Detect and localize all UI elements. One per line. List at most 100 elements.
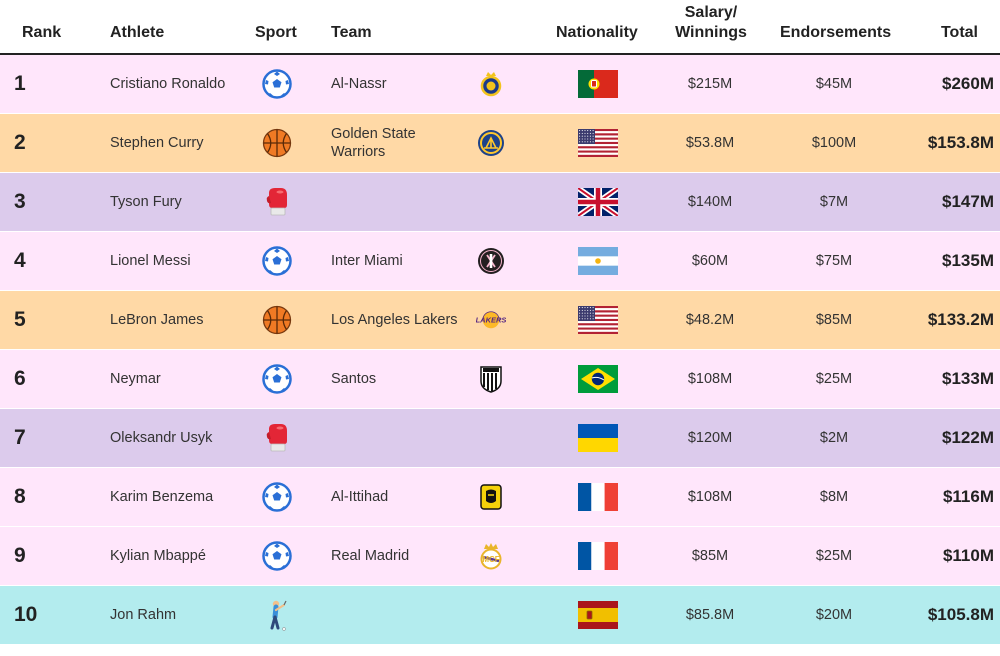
rank-cell: 5 (14, 308, 26, 331)
athlete-name[interactable]: Cristiano Ronaldo (110, 55, 240, 113)
soccer-icon (262, 468, 292, 526)
table-row[interactable]: 7 Oleksandr Usyk $120M $2M $122M (0, 409, 1000, 468)
athlete-name-text: Jon Rahm (110, 607, 177, 623)
table-row[interactable]: 6 Neymar Santos $108M $25M $133M (0, 350, 1000, 409)
salary-cell: $85M (691, 548, 729, 564)
team-name: Al-Nassr (331, 55, 461, 113)
athlete-name[interactable]: LeBron James (110, 291, 240, 349)
inter-miami-logo (476, 232, 506, 290)
athlete-name-text: Lionel Messi (110, 253, 191, 269)
endorsements-cell: $100M (811, 135, 857, 151)
header-total[interactable]: Total (940, 24, 978, 41)
rank-cell: 2 (14, 131, 26, 154)
team-name (331, 409, 461, 467)
team-name: Real Madrid (331, 527, 461, 585)
basketball-icon (262, 291, 292, 349)
endorsements-cell: $75M (815, 253, 853, 269)
al-nassr-logo (476, 55, 506, 113)
usa-flag (578, 291, 618, 349)
endorsements-cell: $20M (815, 607, 853, 623)
france-flag (578, 468, 618, 526)
athlete-name-text: Neymar (110, 371, 161, 387)
al-ittihad-logo (476, 468, 506, 526)
header-sport[interactable]: Sport (255, 24, 297, 41)
golfer-icon (262, 586, 292, 644)
total-cell: $105.8M (927, 605, 994, 624)
athlete-name[interactable]: Neymar (110, 350, 240, 408)
real-madrid-logo: MCF (476, 527, 506, 585)
salary-cell: $140M (687, 194, 733, 210)
table-row[interactable]: 5 LeBron James Los Angeles Lakers LAKERS… (0, 291, 1000, 350)
rank-cell: 10 (14, 603, 38, 626)
team-name-text: Los Angeles Lakers (331, 312, 458, 328)
header-rank[interactable]: Rank (22, 24, 62, 41)
team-name: Golden State Warriors (331, 114, 461, 172)
athlete-name-text: Oleksandr Usyk (110, 430, 213, 446)
total-cell: $147M (942, 192, 994, 211)
salary-cell: $108M (687, 371, 733, 387)
team-name-text: Al-Nassr (331, 76, 387, 92)
salary-cell: $48.2M (685, 312, 735, 328)
header-team[interactable]: Team (331, 24, 372, 41)
athlete-name[interactable]: Kylian Mbappé (110, 527, 240, 585)
total-cell: $135M (942, 251, 994, 270)
team-name: Los Angeles Lakers (331, 291, 461, 349)
athlete-name[interactable]: Stephen Curry (110, 114, 240, 172)
team-name: Santos (331, 350, 461, 408)
table-row[interactable]: 9 Kylian Mbappé Real Madrid MCF $85M $25… (0, 527, 1000, 586)
header-salary-line2: Winnings (675, 24, 747, 41)
team-name-text: Real Madrid (331, 548, 410, 564)
total-cell: $133.2M (927, 310, 994, 329)
header-endorsements[interactable]: Endorsements (780, 24, 892, 41)
athlete-name[interactable]: Lionel Messi (110, 232, 240, 290)
table-row[interactable]: 3 Tyson Fury $140M $7M $147M (0, 173, 1000, 232)
table-header: Rank Athlete Sport Team Nationality Sala… (0, 0, 1000, 55)
rank-cell: 3 (14, 190, 26, 213)
table-row[interactable]: 8 Karim Benzema Al-Ittihad $108M $8M $11… (0, 468, 1000, 527)
argentina-flag (578, 232, 618, 290)
athlete-name-text: Karim Benzema (110, 489, 214, 505)
athlete-name[interactable]: Oleksandr Usyk (110, 409, 240, 467)
soccer-icon (262, 55, 292, 113)
team-logo-empty (476, 409, 506, 467)
rank-cell: 6 (14, 367, 26, 390)
table-row[interactable]: 4 Lionel Messi Inter Miami $60M $75M $13… (0, 232, 1000, 291)
endorsements-cell: $45M (815, 76, 853, 92)
header-athlete[interactable]: Athlete (110, 24, 165, 41)
warriors-logo (476, 114, 506, 172)
athlete-name-text: Stephen Curry (110, 135, 204, 151)
boxing-glove-icon (262, 173, 292, 231)
total-cell: $116M (942, 487, 994, 506)
endorsements-cell: $25M (815, 371, 853, 387)
france-flag (578, 527, 618, 585)
soccer-icon (262, 232, 292, 290)
uk-flag (578, 173, 618, 231)
athlete-name-text: LeBron James (110, 312, 204, 328)
table-row[interactable]: 1 Cristiano Ronaldo Al-Nassr $215M $45M … (0, 55, 1000, 114)
athlete-name[interactable]: Karim Benzema (110, 468, 240, 526)
total-cell: $133M (942, 369, 994, 388)
rank-cell: 7 (14, 426, 26, 449)
athlete-name[interactable]: Jon Rahm (110, 586, 240, 644)
santos-logo (476, 350, 506, 408)
athlete-name[interactable]: Tyson Fury (110, 173, 240, 231)
spain-flag (578, 586, 618, 644)
total-cell: $122M (942, 428, 994, 447)
team-name (331, 586, 461, 644)
team-logo-empty (476, 586, 506, 644)
team-logo-empty (476, 173, 506, 231)
lakers-logo: LAKERS (476, 291, 506, 349)
usa-flag (578, 114, 618, 172)
header-salary[interactable]: Salary/ Winnings (672, 3, 750, 43)
table-row[interactable]: 2 Stephen Curry Golden State Warriors $5… (0, 114, 1000, 173)
team-name-text: Golden State Warriors (331, 126, 416, 160)
salary-cell: $85.8M (685, 607, 735, 623)
table-row[interactable]: 10 Jon Rahm $85.8M $20M $105.8M (0, 586, 1000, 645)
header-nationality[interactable]: Nationality (556, 24, 638, 41)
team-name-text: Santos (331, 371, 377, 387)
svg-text:LAKERS: LAKERS (476, 316, 506, 325)
header-salary-line1: Salary/ (684, 4, 738, 21)
endorsements-cell: $85M (815, 312, 853, 328)
athlete-name-text: Tyson Fury (110, 194, 182, 210)
endorsements-cell: $7M (819, 194, 849, 210)
